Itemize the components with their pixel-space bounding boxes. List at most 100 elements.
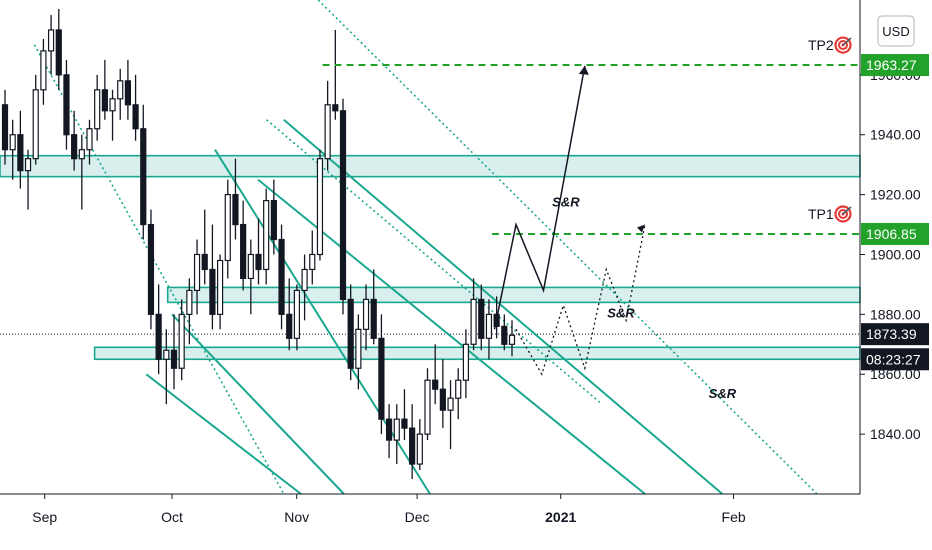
candle	[270, 179, 277, 255]
candle	[193, 239, 201, 315]
sr-annotation: S&R	[607, 305, 635, 320]
sr-annotation: S&R	[709, 386, 737, 401]
candle	[117, 68, 124, 120]
take-profit-text: TP2	[808, 37, 834, 53]
price-badge: 1906.85	[861, 222, 929, 245]
candle	[485, 299, 493, 360]
candle	[301, 254, 308, 321]
sr-zone	[0, 154, 861, 178]
candle	[40, 38, 47, 105]
take-profit-labels: TP2 TP1	[808, 36, 852, 223]
candle	[124, 59, 132, 120]
candle	[501, 314, 508, 351]
candle	[170, 314, 178, 390]
sr-annotation: S&R	[552, 195, 580, 210]
y-tick-label: 1840.00	[870, 426, 921, 442]
candle	[455, 368, 462, 420]
candle	[293, 284, 301, 351]
candle	[101, 59, 108, 120]
candle	[247, 239, 254, 315]
candle	[508, 320, 516, 357]
candle	[9, 119, 16, 180]
candle	[86, 119, 93, 165]
candle	[17, 110, 24, 189]
candle	[63, 59, 70, 150]
candle	[186, 278, 193, 345]
x-tick-label: Feb	[722, 509, 746, 525]
candle	[1, 89, 9, 165]
candle	[94, 74, 101, 141]
candle	[324, 80, 331, 171]
price-badge-label: 08:23:27	[866, 351, 921, 367]
candle	[309, 230, 316, 285]
candle	[201, 209, 208, 285]
candle	[32, 74, 39, 165]
candle	[385, 404, 393, 459]
y-tick-label: 1900.00	[870, 246, 921, 262]
candle	[347, 284, 354, 381]
candle	[332, 29, 339, 120]
currency-button-label: USD	[882, 24, 909, 39]
candle	[432, 344, 439, 405]
candle	[355, 314, 362, 390]
candle	[109, 89, 116, 141]
candle	[216, 254, 224, 330]
candle	[209, 224, 216, 330]
candle	[416, 419, 423, 471]
y-tick-label: 1920.00	[870, 187, 921, 203]
annotations: S&R S&R S&R	[552, 195, 737, 402]
candle	[55, 8, 62, 90]
candle	[155, 284, 162, 375]
price-badge-label: 1906.85	[866, 226, 917, 242]
price-badge: 08:23:27	[861, 348, 929, 371]
channel-line	[317, 0, 818, 495]
price-badge: 1873.39	[861, 323, 929, 346]
channel-line	[283, 118, 724, 495]
projection-paths	[493, 65, 646, 376]
candle	[163, 329, 170, 405]
sr-zone	[166, 286, 861, 304]
candlesticks	[1, 8, 516, 480]
x-tick-label: Oct	[161, 509, 183, 525]
y-tick-label: 1880.00	[870, 306, 921, 322]
candle	[362, 284, 370, 351]
candle	[47, 14, 55, 75]
x-tick-label: Nov	[284, 509, 309, 525]
candle	[424, 368, 431, 441]
candle	[370, 269, 377, 345]
candle	[140, 104, 147, 240]
price-badge-label: 1873.39	[866, 326, 917, 342]
candle	[401, 389, 408, 441]
candle	[378, 314, 385, 435]
take-profit-label: TP2	[808, 36, 852, 54]
price-badge: 1963.27	[861, 54, 929, 77]
take-profit-label: TP1	[808, 205, 852, 223]
candle	[178, 299, 185, 381]
candle	[71, 110, 78, 171]
candle	[132, 74, 139, 141]
candle	[78, 134, 85, 210]
target-icon	[834, 205, 852, 223]
price-badge-label: 1963.27	[866, 57, 917, 73]
candle	[470, 278, 477, 351]
projection-arrowhead	[578, 65, 589, 75]
candle	[224, 179, 231, 279]
channel-line	[266, 119, 603, 405]
price-badges: 1906.85 1873.39 08:23:27 1963.27	[861, 54, 929, 371]
candle	[240, 200, 247, 291]
candle	[339, 98, 347, 315]
trend-channels	[33, 0, 818, 495]
take-profit-text: TP1	[808, 206, 834, 222]
channel-line	[171, 313, 345, 495]
channel-line	[145, 373, 302, 495]
candle	[316, 149, 324, 261]
candle	[439, 359, 446, 429]
currency-button[interactable]: USD	[877, 15, 915, 47]
candle	[24, 149, 32, 210]
candle	[409, 404, 416, 480]
candle	[232, 158, 239, 240]
x-tick-label: 2021	[545, 509, 576, 525]
projection-dotted-arrowhead	[637, 224, 645, 233]
target-icon	[834, 36, 852, 54]
